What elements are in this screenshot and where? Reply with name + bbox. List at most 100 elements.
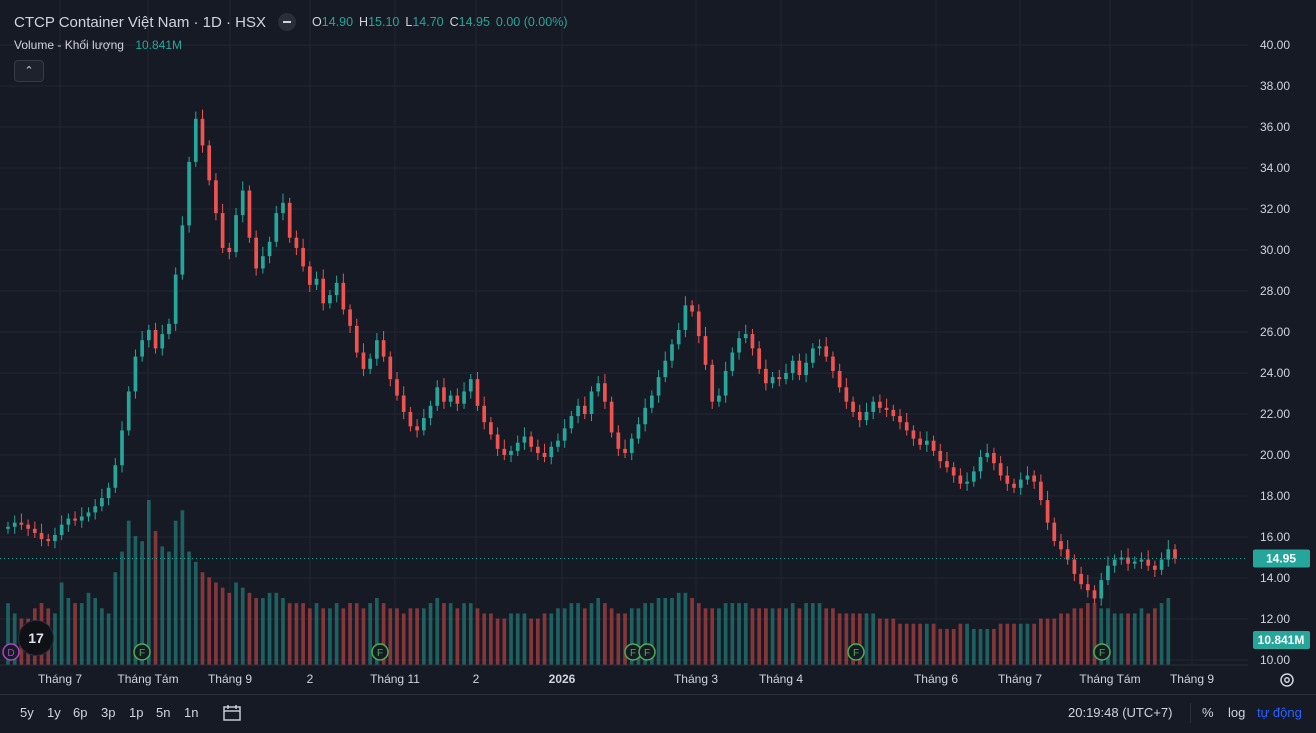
candle-body xyxy=(643,407,647,425)
candle-body xyxy=(361,352,366,369)
collapse-chevron-icon[interactable]: ⌃ xyxy=(14,60,44,82)
candle-body xyxy=(167,323,171,335)
candle-body xyxy=(267,241,272,257)
auto-scale-toggle[interactable]: tự động xyxy=(1257,705,1302,720)
candle-body xyxy=(737,338,741,353)
candle-body xyxy=(790,360,795,373)
volume-bar xyxy=(381,603,386,665)
candle-body xyxy=(515,442,520,451)
volume-bar xyxy=(86,592,91,665)
range-1y-button[interactable]: 1y xyxy=(47,705,61,720)
volume-bar xyxy=(281,597,285,665)
candle-body xyxy=(1065,549,1070,560)
price-tick-label: 10.00 xyxy=(1260,653,1290,667)
candle-body xyxy=(1052,522,1057,542)
candle-body xyxy=(120,430,124,466)
candle-body xyxy=(696,311,701,337)
time-tick-label: Tháng 3 xyxy=(674,672,718,686)
range-6m-button[interactable]: 6p xyxy=(73,705,88,720)
volume-bar xyxy=(522,613,527,665)
volume-bar xyxy=(66,597,71,665)
volume-bar xyxy=(764,608,768,665)
candle-body xyxy=(911,430,916,439)
volume-legend: Volume - Khối lượng 10.841M xyxy=(14,38,182,52)
volume-bar xyxy=(1025,623,1030,665)
candle-body xyxy=(542,452,547,458)
candle-body xyxy=(844,387,849,402)
volume-bar xyxy=(650,603,654,665)
log-toggle[interactable]: log xyxy=(1228,705,1246,720)
candle-body xyxy=(569,416,574,429)
calendar-range-icon[interactable] xyxy=(222,703,242,723)
candle-body xyxy=(683,305,688,330)
price-chart-svg[interactable]: 10.00 12.00 14.00 16.00 18.00 20.00 22.00 24.00… xyxy=(0,0,1316,694)
volume-bar xyxy=(750,608,755,665)
volume-bar xyxy=(562,608,567,665)
candle-body xyxy=(53,534,57,542)
bottom-toolbar: 5y 1y 6p 3p 1p 5n 1n 20:19:48 (UTC+7) % … xyxy=(0,694,1316,733)
time-axis: Tháng 7 Tháng Tám Tháng 9 2 Tháng 11 2 2026 Thá… xyxy=(0,664,1248,686)
candle-body xyxy=(147,329,151,341)
volume-bar xyxy=(603,603,607,665)
candle-body xyxy=(978,457,983,472)
candle-body xyxy=(475,379,480,406)
volume-bar xyxy=(180,510,185,665)
candle-body xyxy=(428,405,433,419)
symbol-title: CTCP Container Việt Nam · 1D · HSX xyxy=(14,13,267,31)
candle-body xyxy=(348,309,352,326)
volume-bar xyxy=(851,613,855,665)
divider xyxy=(1190,703,1191,723)
candles xyxy=(6,109,1177,606)
candle-body xyxy=(1039,481,1043,501)
candle-body xyxy=(408,411,413,427)
hide-icon[interactable] xyxy=(278,13,297,31)
tradingview-logo-icon[interactable]: 17 xyxy=(18,620,54,656)
volume-bar xyxy=(240,587,245,665)
candle-body xyxy=(307,266,312,285)
candle-body xyxy=(878,401,882,408)
candle-body xyxy=(670,344,674,361)
volume-bar xyxy=(790,603,795,665)
range-5d-button[interactable]: 5n xyxy=(156,705,171,720)
percent-toggle[interactable]: % xyxy=(1202,705,1214,720)
volume-bar xyxy=(307,608,312,665)
price-tick-label: 20.00 xyxy=(1260,448,1290,462)
volume-bar xyxy=(234,582,238,665)
volume-bar xyxy=(770,608,775,665)
volume-bar xyxy=(804,603,808,665)
candle-body xyxy=(321,278,326,304)
volume-bar xyxy=(670,597,674,665)
candle-body xyxy=(576,405,580,417)
volume-bar xyxy=(958,623,963,665)
candle-body xyxy=(1126,557,1130,564)
candle-body xyxy=(931,440,936,451)
candle-body xyxy=(884,407,889,410)
volume-bar xyxy=(1119,613,1124,665)
volume-bar xyxy=(784,608,788,665)
settings-gear-icon[interactable] xyxy=(1277,670,1297,690)
range-1m-button[interactable]: 1p xyxy=(129,705,144,720)
volume-bar xyxy=(931,623,936,665)
volume-bar xyxy=(965,623,969,665)
candle-body xyxy=(750,334,755,349)
candle-body xyxy=(489,422,493,435)
candle-body xyxy=(1146,559,1151,566)
candle-body xyxy=(495,434,500,449)
range-1d-button[interactable]: 1n xyxy=(184,705,199,720)
volume-label: Volume - Khối lượng xyxy=(14,38,124,52)
range-3m-button[interactable]: 3p xyxy=(101,705,116,720)
candle-body xyxy=(140,340,144,357)
ohlc-low: L14.70 xyxy=(405,15,444,29)
candle-body xyxy=(193,118,198,162)
volume-bar xyxy=(656,597,661,665)
volume-bar xyxy=(140,541,144,665)
volume-bar xyxy=(1159,603,1164,665)
volume-bar xyxy=(945,628,949,665)
candle-body xyxy=(261,256,265,269)
range-5y-button[interactable]: 5y xyxy=(20,705,34,720)
candle-body xyxy=(415,426,419,431)
candle-body xyxy=(629,438,634,453)
volume-bar xyxy=(462,603,466,665)
volume-bar xyxy=(267,592,272,665)
